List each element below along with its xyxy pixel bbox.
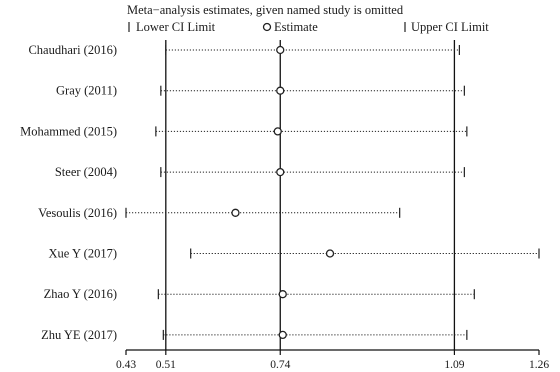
study-row: Vesoulis (2016)	[38, 206, 401, 220]
x-tick-label: 0.43	[116, 359, 136, 371]
study-rows: Chaudhari (2016) Gray (2011) Mohammed (201…	[20, 43, 540, 342]
study-label: Steer (2004)	[55, 165, 117, 179]
study-label: Chaudhari (2016)	[28, 43, 117, 57]
study-row: Mohammed (2015)	[20, 124, 468, 138]
estimate-marker	[231, 208, 240, 217]
legend-lower-label: Lower CI Limit	[136, 20, 216, 34]
study-label: Xue Y (2017)	[49, 247, 118, 261]
study-row: Xue Y (2017)	[49, 247, 540, 261]
x-axis: 0.43 0.51 0.74 1.09 1.26	[116, 349, 549, 371]
estimate-marker	[273, 127, 282, 136]
legend: Lower CI Limit Estimate Upper CI Limit	[128, 20, 489, 34]
x-tick-label: 1.09	[444, 359, 464, 371]
x-tick-label: 0.74	[270, 359, 290, 371]
study-row: Zhao Y (2016)	[44, 287, 475, 301]
legend-estimate-label: Estimate	[274, 20, 318, 34]
study-row: Steer (2004)	[55, 165, 465, 179]
study-row: Chaudhari (2016)	[28, 43, 460, 57]
study-row: Zhu YE (2017)	[41, 328, 468, 342]
legend-upper-label: Upper CI Limit	[411, 20, 489, 34]
estimate-marker	[325, 249, 335, 258]
reference-lines	[165, 40, 456, 350]
study-label: Gray (2011)	[56, 84, 117, 98]
study-label: Vesoulis (2016)	[38, 206, 117, 220]
study-label: Mohammed (2015)	[20, 124, 117, 138]
x-tick-label: 1.26	[529, 359, 549, 371]
x-tick-label: 0.51	[156, 359, 176, 371]
estimate-marker	[276, 167, 285, 177]
estimate-marker	[278, 330, 287, 340]
estimate-marker	[276, 45, 285, 55]
estimate-marker	[276, 86, 285, 95]
legend-estimate-symbol	[262, 22, 272, 32]
study-label: Zhao Y (2016)	[44, 287, 117, 301]
study-row: Gray (2011)	[56, 84, 465, 98]
estimate-marker	[278, 290, 287, 299]
study-label: Zhu YE (2017)	[41, 328, 117, 342]
chart-title: Meta−analysis estimates, given named stu…	[127, 3, 404, 17]
